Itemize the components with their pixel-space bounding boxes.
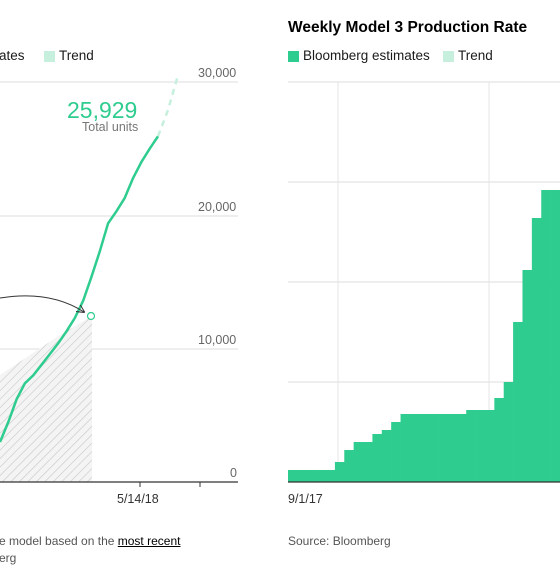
left-y-tick-20000: 20,000 [198,200,237,214]
right-bar-21 [484,410,495,482]
right-bar-23 [503,382,514,482]
right-bar-10 [381,430,392,482]
right-bar-19 [466,410,476,482]
left-y-tick-10000: 10,000 [198,333,237,347]
left-footer-source: erg [0,551,17,565]
right-chart-title: Weekly Model 3 Production Rate [288,19,528,36]
right-bar-6 [344,450,354,482]
right-bar-5 [334,462,345,482]
right-legend-estimates-swatch [288,51,299,62]
left-hatched-area [0,316,92,482]
right-bar-11 [391,422,401,482]
right-bar-8 [363,442,373,482]
left-y-tick-30000: 30,000 [198,66,237,80]
right-bar-18 [456,414,467,482]
left-footer-text: e model based on the most recent [0,534,180,548]
right-bar-2 [306,470,317,482]
left-callout-value: 25,929 [67,97,138,123]
right-bar-15 [428,414,439,482]
right-bar-0 [288,470,298,482]
right-bar-27 [541,190,551,482]
left-y-tick-0: 0 [230,466,237,480]
right-bar-3 [316,470,326,482]
right-bar-24 [513,322,523,482]
right-gridlines [288,81,560,482]
right-bar-16 [438,414,448,482]
right-bar-7 [353,442,364,482]
right-bar-22 [494,398,505,482]
left-footer-link[interactable]: most recent [117,534,181,548]
left-marker-point [86,311,96,321]
right-bars-group [288,190,560,482]
right-bar-14 [419,414,429,482]
right-bar-20 [475,410,486,482]
right-bar-17 [447,414,458,482]
left-legend-trend-swatch [44,51,55,62]
right-bar-12 [400,414,411,482]
right-bar-26 [531,218,542,482]
left-callout-label: Total units [82,120,139,134]
right-bar-28 [550,190,560,482]
right-footer-source: Source: Bloomberg [288,534,391,548]
left-arrow-annotation [0,295,84,312]
left-legend-estimates-label: ates [0,48,25,63]
right-legend-trend-label: Trend [458,48,493,63]
right-bar-1 [297,470,308,482]
left-trend-line [156,74,180,137]
right-legend-estimates-label: Bloomberg estimates [303,48,430,63]
left-x-tick-label: 5/14/18 [117,492,159,506]
left-legend-trend-label: Trend [59,48,94,63]
right-bar-9 [372,434,383,482]
right-bar-25 [522,270,533,482]
right-bar-4 [325,470,336,482]
right-legend-trend-swatch [443,51,454,62]
right-bar-13 [409,414,420,482]
left-footer-text-before: e model based on the [0,534,118,548]
right-x-tick-label: 9/1/17 [288,492,323,506]
